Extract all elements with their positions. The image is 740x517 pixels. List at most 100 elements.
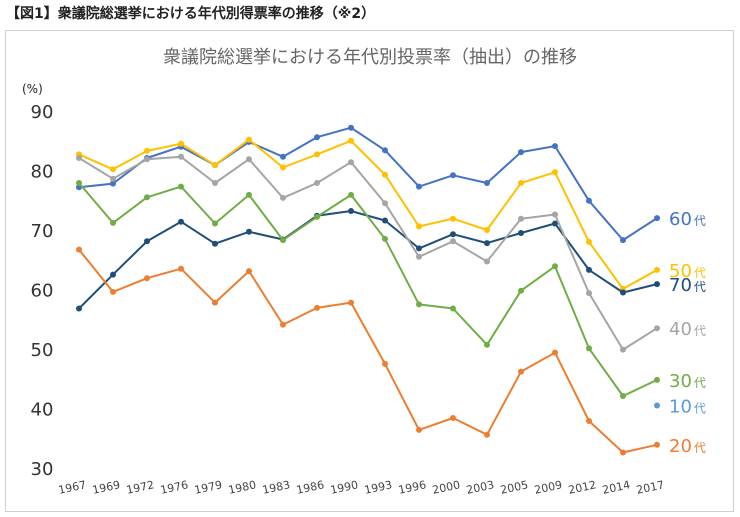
data-point	[620, 237, 626, 244]
x-tick-label: 1993	[363, 478, 393, 497]
data-point	[552, 169, 558, 176]
data-point	[586, 345, 592, 352]
legend-label: 50 代	[669, 261, 706, 282]
data-point	[212, 299, 218, 306]
data-point	[76, 180, 82, 186]
data-point	[212, 180, 218, 186]
line-chart: 衆議院総選挙における年代別投票率（抽出）の推移 (%) 30 40 50 60 70 80…	[22, 47, 706, 497]
x-tick-label: 1980	[227, 478, 257, 497]
data-point	[450, 215, 456, 222]
data-point	[110, 271, 116, 278]
x-tick-label: 1986	[295, 478, 325, 497]
data-point	[450, 231, 456, 238]
series-40	[76, 153, 660, 353]
x-tick-label: 1996	[397, 478, 427, 497]
data-point	[348, 137, 354, 144]
data-point	[484, 341, 490, 348]
data-point	[620, 393, 626, 399]
x-tick-label: 2014	[601, 478, 631, 497]
data-point	[246, 268, 252, 275]
y-tick-label: 30	[31, 459, 54, 480]
series-layer	[76, 124, 660, 456]
legend-label: 20 代	[669, 436, 706, 457]
legend-label: 70 代	[669, 275, 706, 296]
x-tick-label: 1976	[159, 478, 189, 497]
data-point	[348, 159, 354, 166]
y-tick-label: 80	[31, 162, 54, 183]
legend-label: 40 代	[669, 319, 706, 340]
data-point	[144, 147, 150, 154]
data-point	[518, 180, 524, 186]
data-point	[280, 321, 286, 328]
data-point	[552, 220, 558, 227]
data-point	[144, 156, 150, 163]
data-point	[178, 265, 184, 272]
legend-label: 10 代	[669, 397, 706, 418]
data-point	[348, 208, 354, 214]
data-point	[654, 441, 660, 448]
data-point	[518, 230, 524, 236]
data-point	[586, 266, 592, 273]
figure-label: 【図1】衆議院総選挙における年代別得票率の推移（※2）	[6, 6, 376, 22]
data-point	[382, 217, 388, 224]
data-point	[382, 360, 388, 367]
data-point	[110, 180, 116, 187]
data-point	[416, 253, 422, 260]
series-line-30	[78, 182, 658, 397]
data-point	[586, 197, 592, 204]
data-point	[552, 349, 558, 356]
data-point	[178, 153, 184, 160]
data-point	[416, 426, 422, 433]
data-point	[382, 147, 388, 154]
data-point	[144, 275, 150, 282]
data-point	[314, 304, 320, 311]
data-point	[280, 237, 286, 244]
y-tick-label: 90	[31, 102, 54, 123]
data-point	[586, 290, 592, 297]
x-tick-label: 2005	[499, 478, 529, 497]
data-point	[484, 180, 490, 186]
data-point	[144, 194, 150, 201]
data-point	[518, 215, 524, 222]
data-point	[382, 171, 388, 178]
x-tick-label: 1990	[329, 478, 359, 497]
data-point	[416, 245, 422, 252]
data-point	[348, 299, 354, 306]
data-point	[76, 155, 82, 161]
y-axis-unit: (%)	[22, 82, 43, 96]
data-point	[552, 211, 558, 218]
series-line-60	[78, 126, 658, 242]
data-point	[246, 156, 252, 163]
data-point	[518, 368, 524, 375]
legend-label: 30 代	[669, 371, 706, 392]
data-point	[246, 191, 252, 198]
data-point	[654, 402, 660, 409]
data-point	[620, 449, 626, 456]
data-point	[518, 287, 524, 294]
data-point	[178, 218, 184, 225]
y-tick-label: 60	[31, 281, 54, 302]
data-point	[484, 227, 490, 233]
data-point	[212, 162, 218, 169]
series-line-50	[78, 138, 658, 290]
x-tick-label: 1967	[57, 478, 87, 497]
series-60	[76, 124, 660, 244]
data-point	[314, 213, 320, 220]
data-point	[654, 325, 660, 332]
data-point	[348, 191, 354, 198]
x-tick-label: 2003	[465, 478, 495, 497]
data-point	[348, 124, 354, 131]
data-point	[484, 431, 490, 438]
data-point	[654, 376, 660, 383]
data-point	[280, 153, 286, 160]
data-point	[620, 346, 626, 353]
data-point	[314, 151, 320, 158]
series-30	[76, 180, 660, 399]
chart-title: 衆議院総選挙における年代別投票率（抽出）の推移	[163, 47, 577, 68]
x-tick-label: 1969	[91, 478, 121, 497]
data-point	[416, 223, 422, 230]
data-point	[314, 180, 320, 186]
data-point	[178, 140, 184, 147]
data-point	[212, 220, 218, 227]
data-point	[552, 263, 558, 270]
